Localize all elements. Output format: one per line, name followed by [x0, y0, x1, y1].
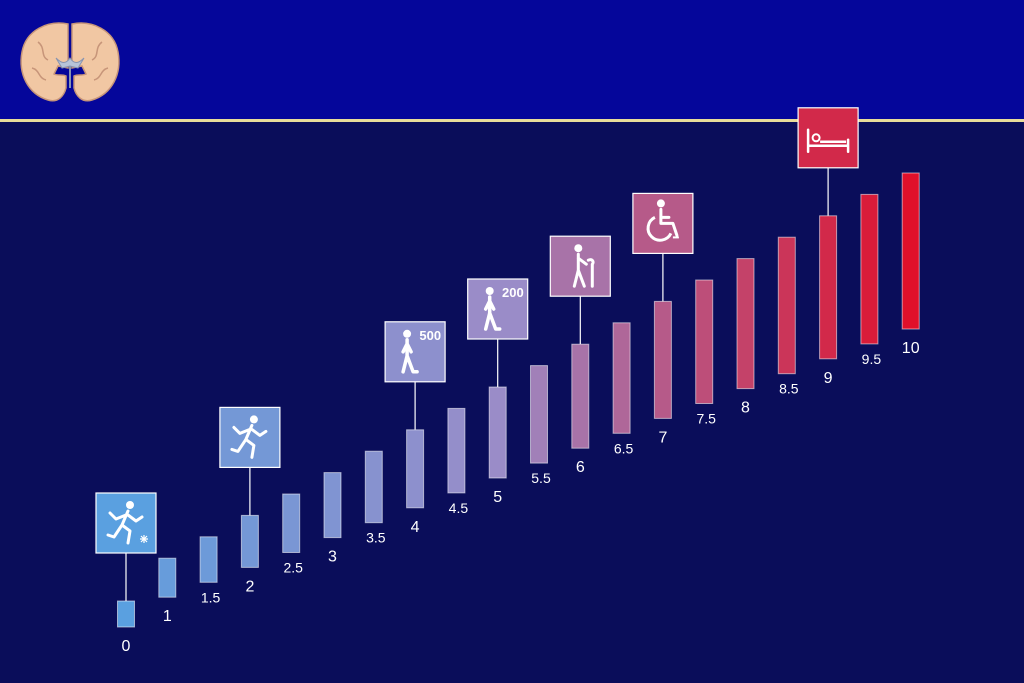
scale-bar-3-5 — [364, 450, 383, 524]
scale-label-4-5: 4.5 — [449, 500, 469, 516]
scale-bar-4-5 — [447, 407, 466, 494]
scale-bar-4 — [406, 429, 425, 509]
scale-label-5: 5 — [493, 489, 502, 506]
scale-bar-5-5 — [530, 365, 548, 464]
scale-label-1-5: 1.5 — [201, 589, 221, 605]
scale-label-2-5: 2.5 — [283, 560, 303, 576]
scale-bar-7 — [653, 300, 672, 419]
scale-label-3-5: 3.5 — [366, 530, 386, 546]
scale-bar-1-5 — [199, 536, 218, 583]
scale-bar-8 — [736, 258, 755, 390]
scale-label-5-5: 5.5 — [531, 470, 551, 486]
icon-box-0 — [95, 492, 157, 554]
icon-box-5: 200 — [467, 278, 529, 340]
scale-label-1: 1 — [163, 608, 172, 625]
scale-bar-5 — [488, 386, 507, 479]
brain-logo-icon — [20, 22, 120, 102]
icon-box-frame — [95, 492, 157, 554]
scale-label-6: 6 — [576, 459, 585, 476]
scale-bar-1 — [158, 557, 177, 598]
scale-label-8-5: 8.5 — [779, 381, 799, 397]
scale-bar-2 — [240, 514, 259, 568]
icon-caption: 200 — [502, 285, 524, 300]
scale-label-2: 2 — [245, 578, 254, 595]
scale-bar-9 — [819, 215, 838, 360]
scale-bar-6 — [571, 343, 590, 449]
scale-label-9: 9 — [824, 370, 833, 387]
icon-box-frame — [219, 406, 281, 468]
icon-caption: 500 — [419, 328, 441, 343]
scale-label-0: 0 — [122, 638, 131, 655]
scale-bar-3 — [323, 472, 342, 539]
header-band — [0, 0, 1024, 120]
scale-bar-0 — [117, 600, 135, 628]
icon-box-7 — [632, 192, 694, 254]
scale-bar-7-5 — [695, 279, 714, 404]
scale-label-8: 8 — [741, 400, 750, 417]
icon-box-9 — [797, 107, 859, 169]
scale-label-10: 10 — [902, 340, 920, 357]
scale-label-6-5: 6.5 — [614, 440, 634, 456]
scale-bar-2-5 — [282, 493, 301, 553]
icon-box-2 — [219, 406, 281, 468]
scale-bar-9-5 — [860, 193, 879, 345]
scale-label-7: 7 — [658, 429, 667, 446]
scale-bar-6-5 — [612, 322, 631, 434]
icon-box-4: 500 — [384, 321, 446, 383]
icon-box-6 — [549, 235, 611, 297]
snowflake-icon — [139, 534, 149, 544]
scale-label-4: 4 — [411, 519, 420, 536]
scale-bar-10 — [901, 172, 920, 330]
scale-bar-8-5 — [777, 236, 796, 375]
scale-label-3: 3 — [328, 549, 337, 566]
scale-label-9-5: 9.5 — [862, 351, 882, 367]
scale-label-7-5: 7.5 — [696, 411, 716, 427]
header-divider — [0, 119, 1024, 122]
